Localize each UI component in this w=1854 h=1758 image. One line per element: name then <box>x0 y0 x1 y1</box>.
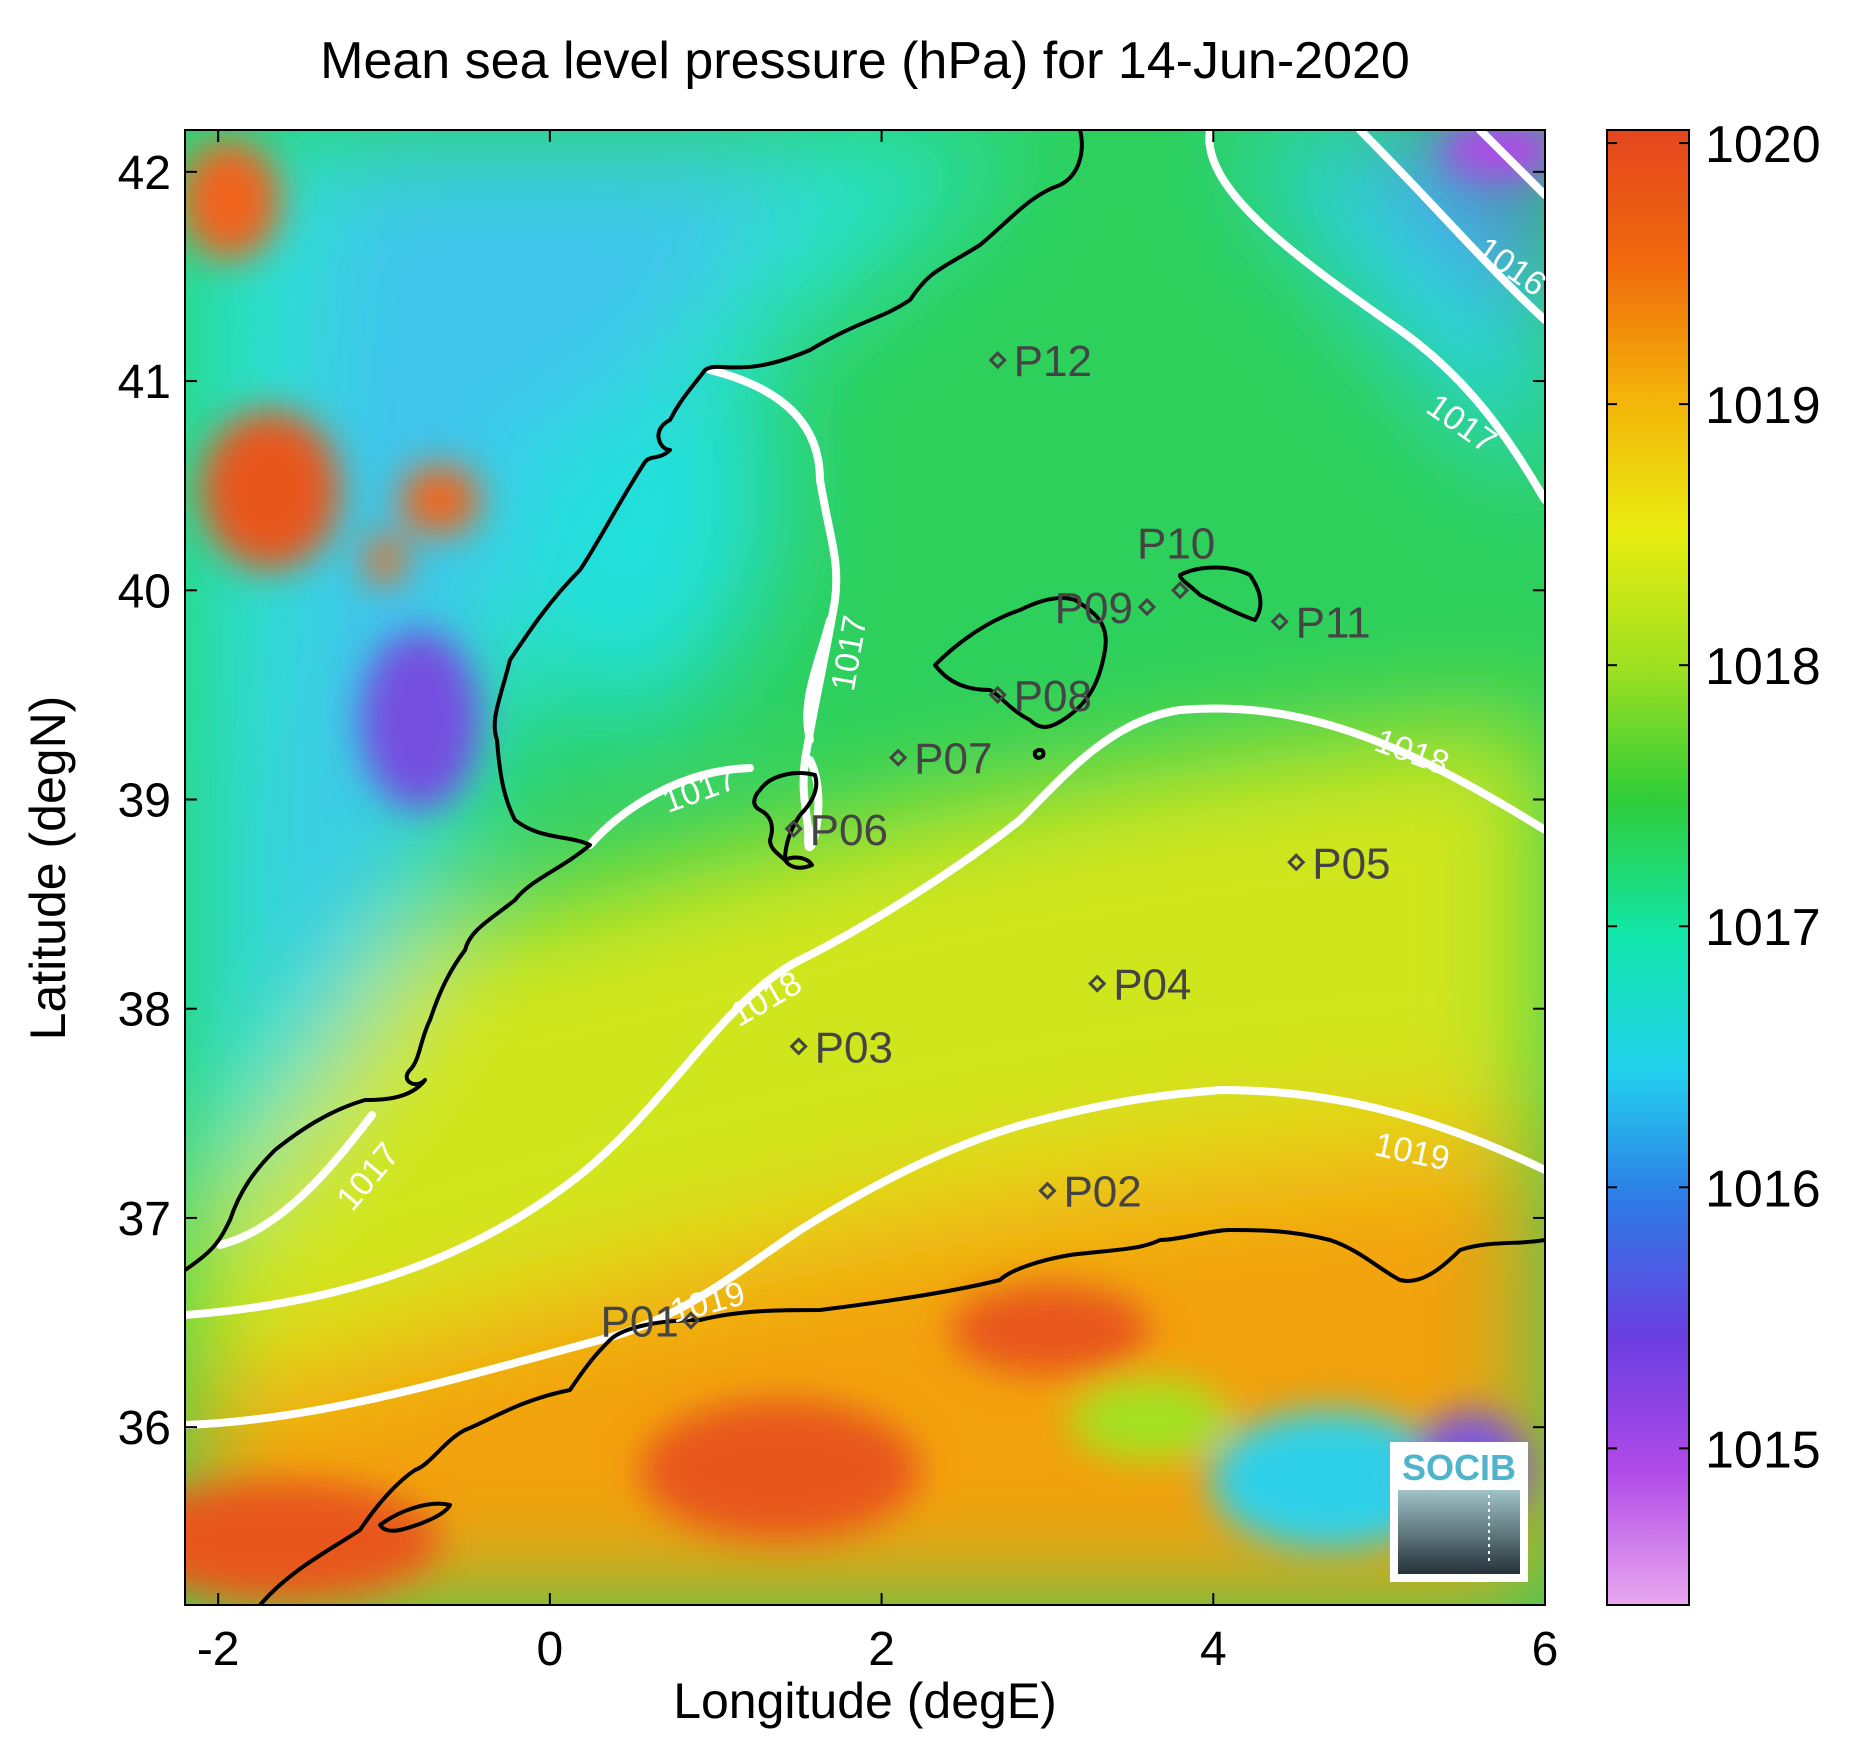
colorbar-tick-label: 1016 <box>1705 1160 1821 1218</box>
station-marker <box>1088 974 1107 993</box>
x-tick-label: 2 <box>868 1623 895 1676</box>
x-axis-label: Longitude (degE) <box>673 1673 1057 1729</box>
station-label: P05 <box>1312 839 1390 888</box>
station-p01: P01 <box>601 1297 700 1346</box>
y-tick-label: 39 <box>118 775 171 828</box>
pressure-field <box>185 130 1545 1605</box>
african-coast <box>258 1228 1545 1605</box>
station-marker <box>789 1037 808 1056</box>
station-label: P06 <box>810 806 888 855</box>
station-label: P04 <box>1113 961 1191 1010</box>
x-axis-ticks: -2 0 2 4 6 <box>197 130 1559 1676</box>
colorbar-tick-label: 1019 <box>1705 377 1821 435</box>
station-p02: P02 <box>1038 1168 1142 1217</box>
station-marker <box>1038 1181 1057 1200</box>
station-label: P07 <box>914 735 992 784</box>
formentera <box>783 855 814 870</box>
station-p11: P11 <box>1270 599 1371 648</box>
socib-logo: SOCIB <box>1390 1442 1528 1582</box>
y-tick-label: 42 <box>118 147 171 200</box>
y-axis-label: Latitude (degN) <box>20 696 76 1041</box>
station-marker <box>988 351 1007 370</box>
x-tick-label: 0 <box>537 1623 564 1676</box>
map-frame <box>184 129 1546 1606</box>
colorbar-tick-label: 1020 <box>1705 116 1821 174</box>
station-marker <box>1270 612 1289 631</box>
contour-1017-central <box>706 366 841 852</box>
station-p12: P12 <box>988 337 1092 386</box>
station-marker <box>1137 597 1157 617</box>
colorbar <box>1606 129 1690 1606</box>
station-marker <box>1170 581 1190 600</box>
station-label: P01 <box>601 1297 679 1346</box>
contour-1019 <box>185 1085 1545 1429</box>
station-label: P10 <box>1137 519 1215 568</box>
contour-1018 <box>185 704 1545 1319</box>
station-label: P02 <box>1063 1168 1141 1217</box>
menorca <box>1178 565 1263 622</box>
pressure-contours <box>185 130 1545 1429</box>
contour-1016 <box>1356 130 1545 324</box>
contour-1017-south <box>216 1111 376 1249</box>
station-p09: P09 <box>1055 584 1157 633</box>
colorbar-ticks: 1015 1016 1017 1018 1019 1020 <box>1607 116 1821 1479</box>
alboran-island <box>378 1501 452 1533</box>
y-tick-label: 41 <box>118 356 171 409</box>
contour-1017-coast <box>586 764 754 849</box>
y-tick-label: 36 <box>118 1402 171 1455</box>
y-tick-label: 40 <box>118 565 171 618</box>
socib-logo-text: SOCIB <box>1402 1447 1516 1488</box>
y-tick-label: 38 <box>118 984 171 1037</box>
contour-1017-central-b <box>803 616 834 744</box>
station-label: P08 <box>1014 672 1092 721</box>
coastline <box>185 130 1545 1605</box>
station-marker <box>784 819 803 838</box>
station-label: P09 <box>1055 584 1133 633</box>
y-tick-label: 37 <box>118 1193 171 1246</box>
x-tick-label: 6 <box>1532 1623 1559 1676</box>
chart-title: Mean sea level pressure (hPa) for 14-Jun… <box>320 32 1410 90</box>
station-p05: P05 <box>1287 839 1391 888</box>
station-label: P12 <box>1014 337 1092 386</box>
cabrera <box>1032 747 1046 760</box>
station-marker <box>681 1311 700 1330</box>
colorbar-tick-label: 1015 <box>1705 1421 1821 1479</box>
contour-1016-corner <box>1476 130 1545 199</box>
colorbar-tick-label: 1018 <box>1705 638 1821 696</box>
station-marker <box>889 748 908 767</box>
x-tick-label: -2 <box>197 1623 240 1676</box>
iberian-coast <box>185 130 1084 1272</box>
x-tick-label: 4 <box>1200 1623 1227 1676</box>
station-p04: P04 <box>1088 961 1191 1010</box>
colorbar-tick-label: 1017 <box>1705 899 1821 957</box>
station-p06: P06 <box>784 806 888 855</box>
station-marker <box>988 685 1007 705</box>
station-p07: P07 <box>889 735 992 784</box>
station-p10: P10 <box>1137 519 1215 600</box>
station-marker <box>1287 853 1306 872</box>
contour-1017-ne <box>1205 130 1545 504</box>
station-label: P03 <box>815 1023 893 1072</box>
station-p03: P03 <box>789 1023 893 1072</box>
station-label: P11 <box>1296 599 1371 648</box>
station-p08: P08 <box>988 672 1092 721</box>
y-axis-ticks: 36 37 38 39 40 41 42 <box>118 147 1545 1455</box>
